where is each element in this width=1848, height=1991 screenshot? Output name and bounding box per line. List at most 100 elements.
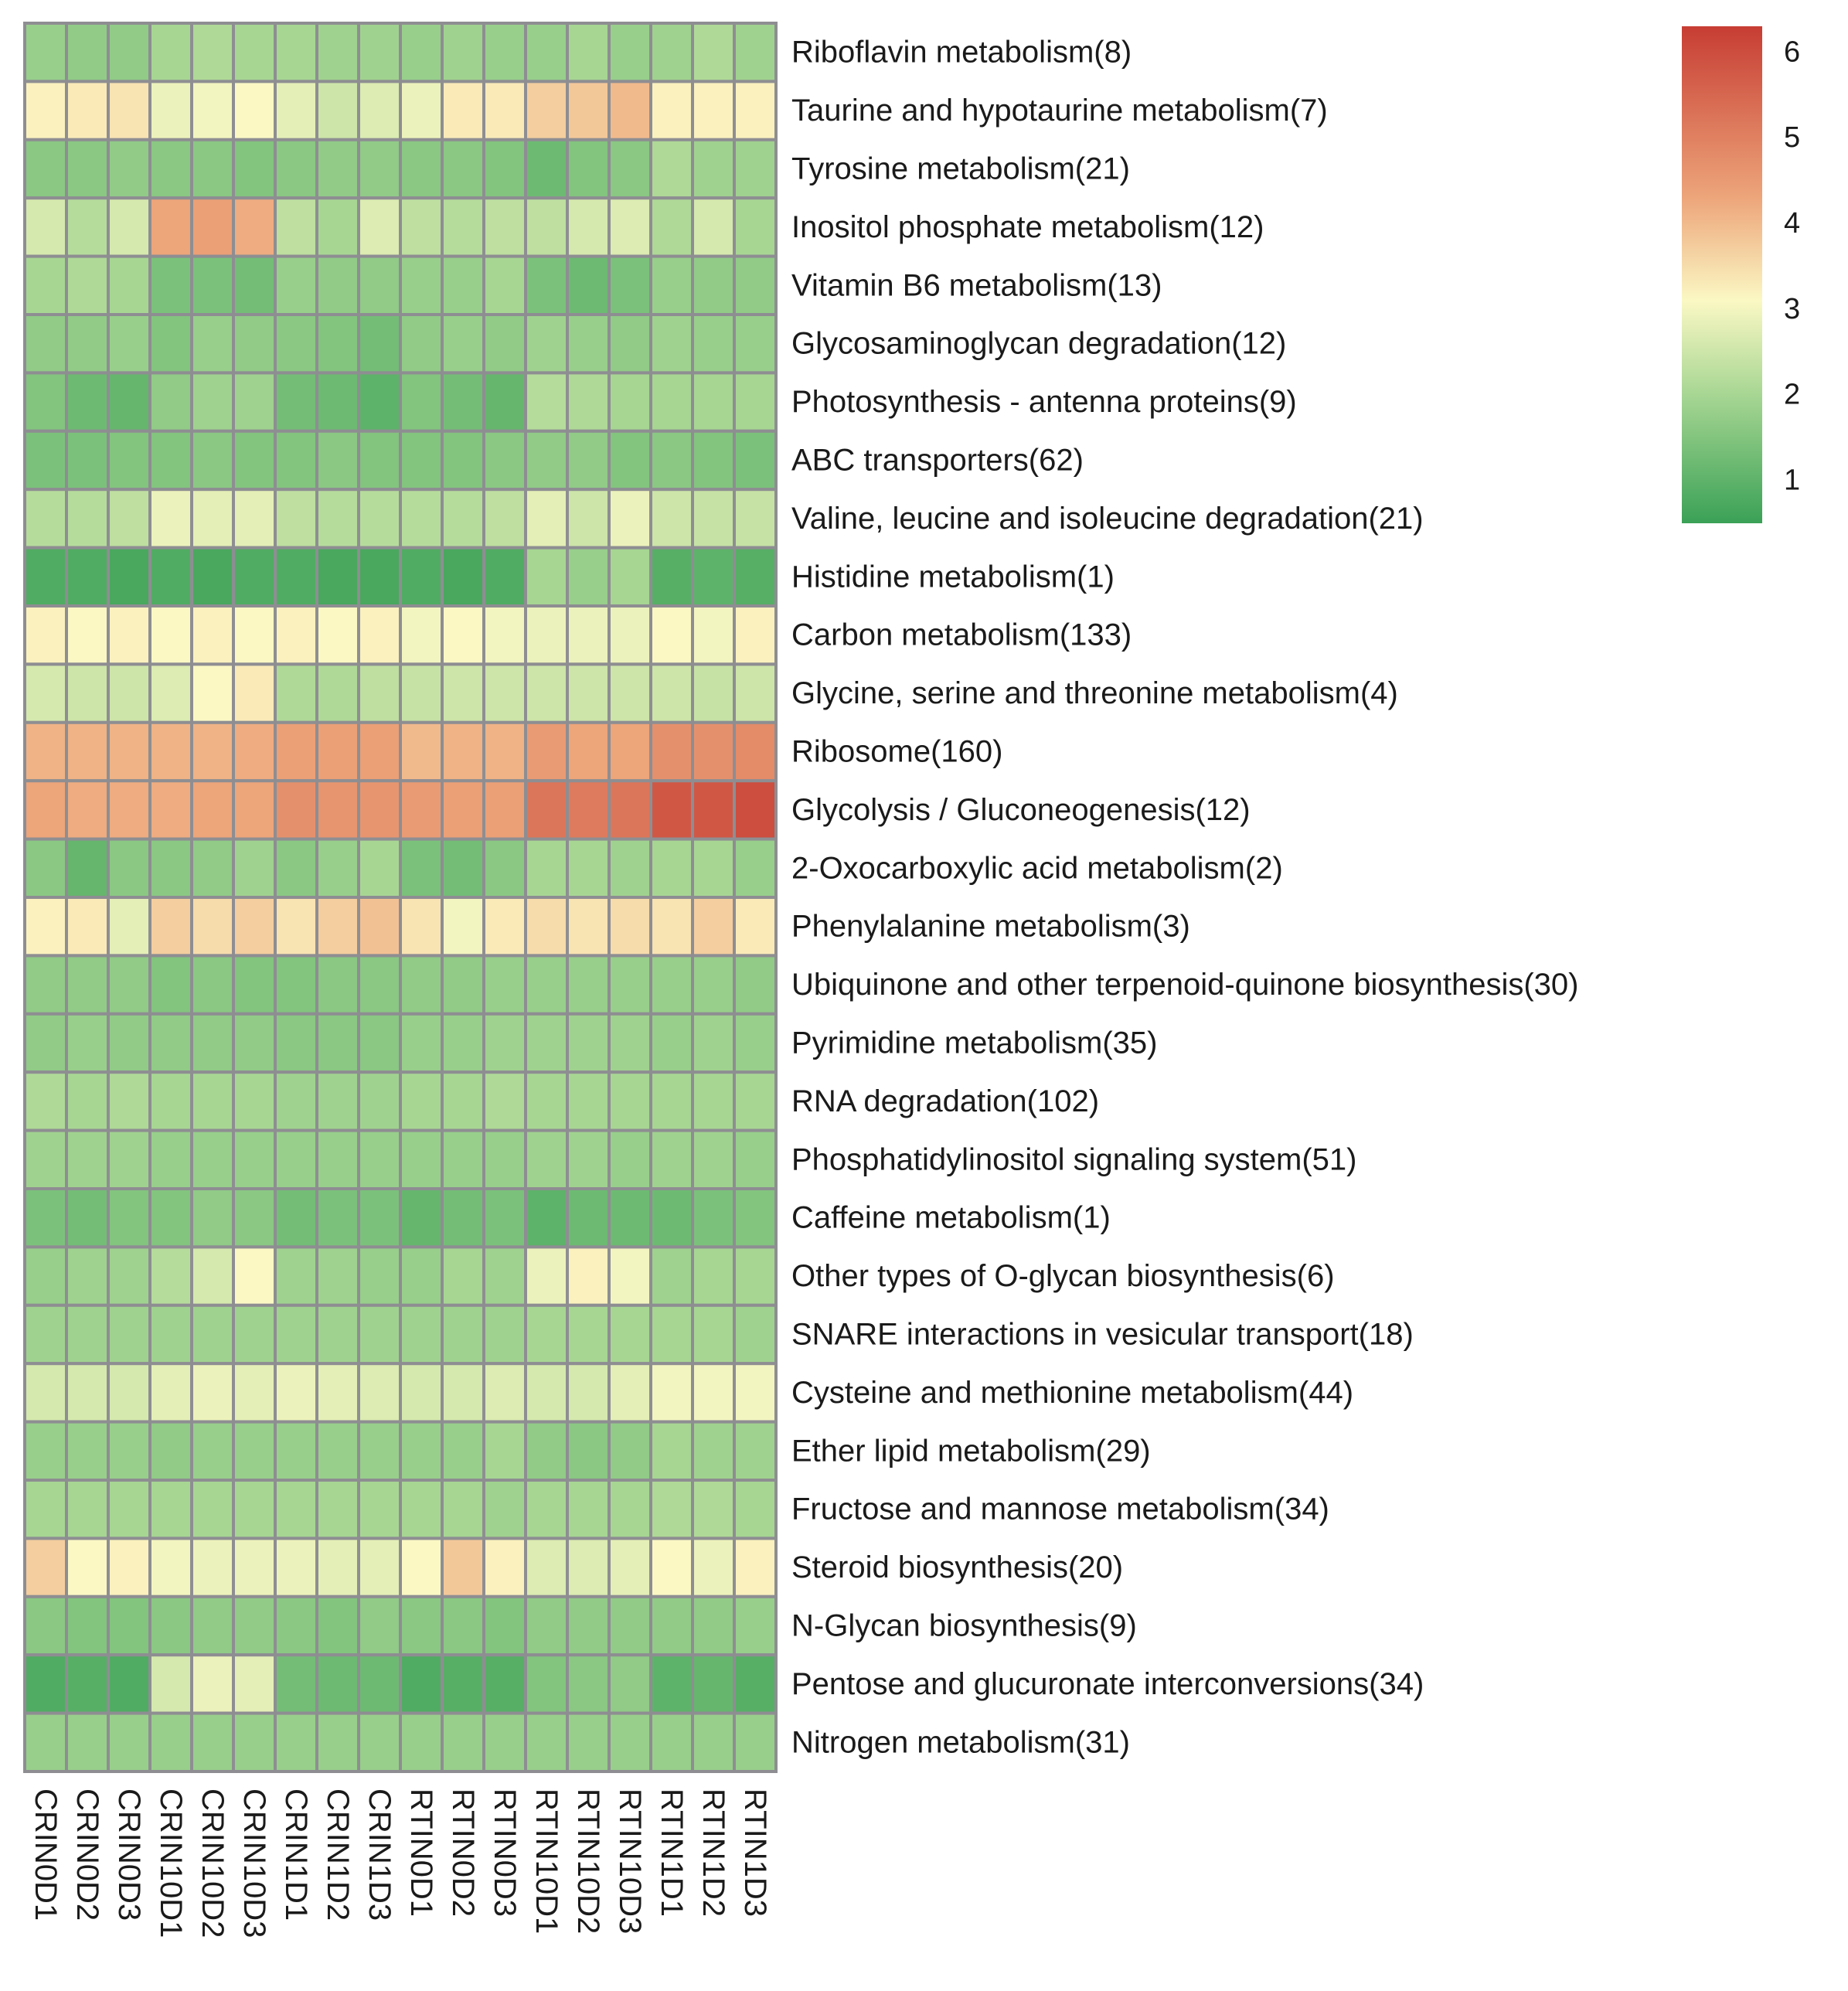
- heatmap-cell: [482, 313, 527, 375]
- heatmap-cell: [65, 896, 110, 958]
- heatmap-cell: [566, 1128, 611, 1190]
- column-label: RTIN10D2: [571, 1788, 605, 1934]
- row-label: Steroid biosynthesis(20): [791, 1550, 1123, 1584]
- heatmap-cell: [274, 954, 318, 1016]
- heatmap-cell: [107, 837, 151, 899]
- heatmap-cell: [315, 80, 360, 141]
- heatmap-cell: [107, 196, 151, 258]
- heatmap-cell: [232, 1479, 277, 1540]
- heatmap-cell: [65, 720, 110, 783]
- heatmap-cell: [607, 488, 652, 550]
- heatmap-cell: [524, 1479, 569, 1540]
- heatmap-cell: [649, 1711, 694, 1774]
- heatmap-cell: [190, 1420, 235, 1482]
- heatmap-cell: [190, 254, 235, 317]
- heatmap-cell: [482, 1303, 527, 1366]
- heatmap-cell: [524, 604, 569, 666]
- heatmap-cell: [691, 254, 736, 317]
- heatmap-cell: [148, 371, 193, 433]
- heatmap-cell: [733, 1420, 778, 1482]
- heatmap-cell: [482, 371, 527, 433]
- heatmap-cell: [482, 1653, 527, 1715]
- heatmap-cell: [190, 1012, 235, 1074]
- heatmap-cell: [274, 1420, 318, 1482]
- heatmap-cell: [691, 196, 736, 258]
- column-label: CRIN0D1: [29, 1788, 63, 1921]
- heatmap-cell: [315, 896, 360, 958]
- heatmap-cell: [315, 1245, 360, 1307]
- heatmap-cell: [65, 22, 110, 83]
- heatmap-cell: [399, 1303, 444, 1366]
- heatmap-cell: [274, 1362, 318, 1424]
- heatmap-cell: [733, 837, 778, 899]
- heatmap-cell: [357, 313, 402, 375]
- heatmap-cell: [441, 1303, 485, 1366]
- column-label: CRIN10D3: [237, 1788, 271, 1938]
- heatmap-cell: [441, 1711, 485, 1774]
- heatmap-cell: [566, 138, 611, 200]
- row-label: Taurine and hypotaurine metabolism(7): [791, 94, 1328, 128]
- legend-tick-label: 5: [1784, 121, 1800, 154]
- heatmap-cell: [524, 1595, 569, 1657]
- heatmap-cell: [190, 604, 235, 666]
- heatmap-cell: [482, 138, 527, 200]
- heatmap-cell: [566, 196, 611, 258]
- heatmap-cell: [691, 1070, 736, 1132]
- heatmap-cell: [65, 604, 110, 666]
- heatmap-cell: [357, 429, 402, 492]
- heatmap-cell: [607, 1187, 652, 1249]
- row-label: N-Glycan biosynthesis(9): [791, 1609, 1137, 1643]
- heatmap-cell: [315, 779, 360, 841]
- heatmap-cell: [274, 488, 318, 550]
- heatmap-cell: [733, 1070, 778, 1132]
- heatmap-cell: [23, 779, 68, 841]
- heatmap-cell: [190, 488, 235, 550]
- legend-tick-label: 4: [1784, 207, 1800, 240]
- heatmap-cell: [232, 1595, 277, 1657]
- heatmap-cell: [148, 1420, 193, 1482]
- heatmap-cell: [441, 1362, 485, 1424]
- row-label: Tyrosine metabolism(21): [791, 152, 1130, 186]
- heatmap-cell: [65, 138, 110, 200]
- heatmap-cell: [649, 779, 694, 841]
- column-label: RTIN0D2: [446, 1788, 480, 1917]
- heatmap-cell: [566, 1420, 611, 1482]
- heatmap-cell: [733, 488, 778, 550]
- heatmap-cell: [691, 1362, 736, 1424]
- heatmap-cell: [357, 546, 402, 608]
- heatmap-cell: [107, 1012, 151, 1074]
- heatmap-cell: [315, 313, 360, 375]
- heatmap-cell: [399, 80, 444, 141]
- heatmap-cell: [733, 138, 778, 200]
- heatmap-cell: [65, 1128, 110, 1190]
- heatmap-cell: [107, 313, 151, 375]
- heatmap-cell: [190, 196, 235, 258]
- heatmap-cell: [441, 1595, 485, 1657]
- heatmap-cell: [232, 254, 277, 317]
- heatmap-cell: [232, 546, 277, 608]
- heatmap-cell: [649, 371, 694, 433]
- heatmap-cell: [232, 1362, 277, 1424]
- heatmap-cell: [357, 22, 402, 83]
- row-label: Ether lipid metabolism(29): [791, 1434, 1151, 1468]
- heatmap-cell: [441, 196, 485, 258]
- heatmap-cell: [733, 1303, 778, 1366]
- row-label: Phosphatidylinositol signaling system(51…: [791, 1142, 1356, 1176]
- heatmap-cell: [23, 1711, 68, 1774]
- heatmap-cell: [441, 779, 485, 841]
- column-label: CRIN10D2: [196, 1788, 230, 1938]
- heatmap-cell: [649, 1012, 694, 1074]
- heatmap-cell: [23, 371, 68, 433]
- heatmap-cell: [148, 488, 193, 550]
- heatmap-cell: [399, 1479, 444, 1540]
- heatmap-cell: [441, 313, 485, 375]
- heatmap-cell: [607, 1595, 652, 1657]
- heatmap-cell: [691, 1012, 736, 1074]
- heatmap-cell: [315, 1187, 360, 1249]
- heatmap-cell: [65, 1537, 110, 1598]
- heatmap-cell: [441, 720, 485, 783]
- heatmap-cell: [148, 1187, 193, 1249]
- heatmap-cell: [399, 720, 444, 783]
- heatmap-cell: [23, 1653, 68, 1715]
